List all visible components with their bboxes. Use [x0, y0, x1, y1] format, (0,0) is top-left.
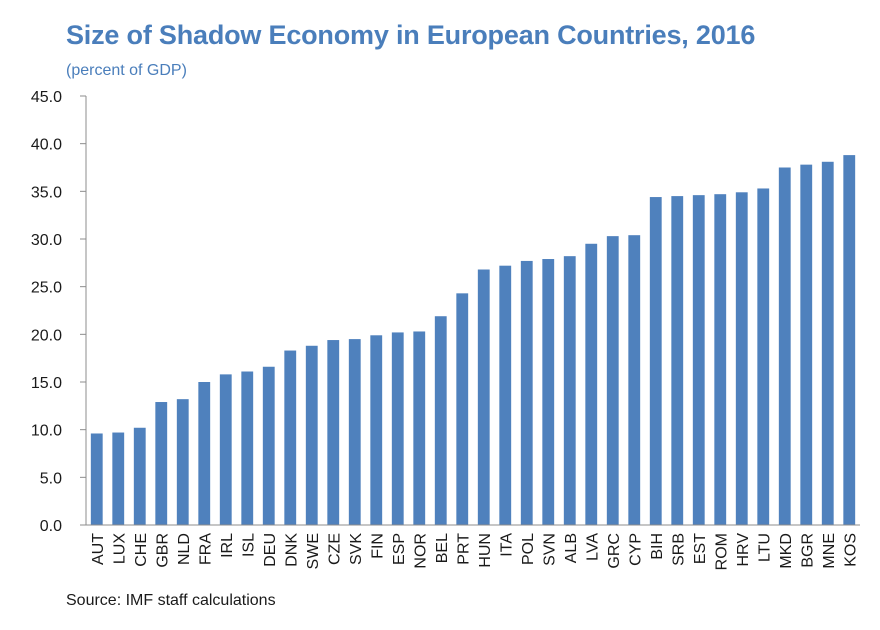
- y-tick-label: 40.0: [31, 137, 62, 154]
- x-tick-label: ESP: [391, 533, 408, 565]
- bar-che: [133, 427, 146, 525]
- x-tick-label: NOR: [412, 533, 429, 569]
- x-tick-label: HUN: [477, 533, 494, 568]
- x-tick-label: PRT: [455, 533, 472, 565]
- x-tick-label: LTU: [756, 533, 773, 562]
- bar-aut: [90, 433, 103, 525]
- y-tick-label: 30.0: [31, 232, 62, 249]
- bar-bih: [649, 197, 662, 526]
- x-tick-label: AUT: [90, 533, 107, 565]
- bar-fra: [198, 382, 211, 525]
- x-tick-label: EST: [692, 533, 709, 564]
- x-tick-label: ITA: [498, 533, 515, 557]
- bar-nor: [413, 331, 426, 525]
- x-tick-label: MKD: [778, 533, 795, 569]
- x-tick-label: DEU: [262, 533, 279, 567]
- y-tick-label: 20.0: [31, 327, 62, 344]
- y-tick-label: 45.0: [31, 89, 62, 106]
- bar-prt: [456, 293, 469, 525]
- bar-grc: [606, 236, 619, 525]
- x-tick-label: HRV: [735, 533, 752, 567]
- x-tick-label: GBR: [154, 533, 171, 568]
- x-tick-label: ROM: [713, 533, 730, 570]
- bar-lva: [585, 243, 598, 525]
- bar-deu: [262, 366, 275, 525]
- bar-fin: [370, 335, 383, 525]
- bar-hrv: [735, 192, 748, 526]
- y-tick-label: 5.0: [40, 470, 62, 487]
- bars: [90, 155, 856, 526]
- y-axis-ticks: 0.0 5.0 10.0 15.0 20.0 25.0 30.0 35.0 40.0 45.0: [31, 89, 86, 535]
- y-tick-label: 0.0: [40, 518, 62, 535]
- x-tick-label: NLD: [176, 533, 193, 565]
- bar-irl: [219, 374, 232, 525]
- x-tick-label: SRB: [670, 533, 687, 566]
- y-tick-label: 15.0: [31, 375, 62, 392]
- x-tick-label: LUX: [111, 533, 128, 564]
- bar-svk: [348, 339, 361, 525]
- y-tick-label: 35.0: [31, 184, 62, 201]
- bar-lux: [112, 432, 125, 525]
- chart-title: Size of Shadow Economy in European Count…: [66, 20, 756, 50]
- x-tick-label: FIN: [369, 533, 386, 559]
- x-tick-label: CZE: [326, 533, 343, 565]
- bar-swe: [305, 345, 318, 525]
- x-tick-label: SVN: [541, 533, 558, 566]
- x-tick-label: SVK: [348, 533, 365, 565]
- x-tick-label: BEL: [434, 533, 451, 563]
- x-tick-label: MNE: [821, 533, 838, 569]
- bar-srb: [671, 196, 684, 525]
- bar-mkd: [778, 167, 791, 525]
- bar-ita: [499, 265, 512, 525]
- bar-kos: [843, 155, 856, 526]
- bar-alb: [563, 256, 576, 525]
- x-tick-label: CHE: [133, 533, 150, 567]
- chart-subtitle: (percent of GDP): [66, 62, 187, 79]
- bar-gbr: [155, 402, 168, 525]
- axes: [85, 96, 860, 526]
- bar-est: [692, 195, 705, 525]
- x-tick-label: IRL: [219, 533, 236, 558]
- bar-nld: [176, 399, 189, 525]
- y-tick-label: 25.0: [31, 280, 62, 297]
- x-tick-label: KOS: [842, 533, 859, 567]
- chart-source: Source: IMF staff calculations: [66, 592, 276, 609]
- bar-dnk: [284, 350, 297, 525]
- bar-mne: [821, 161, 834, 525]
- x-tick-label: POL: [520, 533, 537, 565]
- x-tick-label: GRC: [606, 533, 623, 569]
- bar-rom: [714, 194, 727, 525]
- bar-cyp: [628, 235, 641, 525]
- bar-bel: [434, 316, 447, 525]
- x-tick-label: CYP: [627, 533, 644, 566]
- bar-isl: [241, 371, 254, 525]
- bar-cze: [327, 340, 340, 525]
- x-axis-ticks: AUT LUX CHE GBR NLD FRA IRL ISL DEU DNK SWE CZE SVK F…: [90, 533, 860, 571]
- x-tick-label: ALB: [563, 533, 580, 563]
- x-tick-label: SWE: [305, 533, 322, 569]
- x-tick-label: BGR: [799, 533, 816, 568]
- bar-bgr: [800, 164, 813, 525]
- y-tick-label: 10.0: [31, 423, 62, 440]
- bar-esp: [391, 332, 404, 525]
- bar-svn: [542, 259, 555, 525]
- x-tick-label: FRA: [197, 533, 214, 565]
- x-tick-label: DNK: [283, 533, 300, 567]
- x-tick-label: ISL: [240, 533, 257, 557]
- bar-hun: [477, 269, 490, 525]
- x-tick-label: LVA: [584, 533, 601, 561]
- x-tick-label: BIH: [649, 533, 666, 560]
- bar-ltu: [757, 188, 770, 525]
- bar-pol: [520, 260, 533, 525]
